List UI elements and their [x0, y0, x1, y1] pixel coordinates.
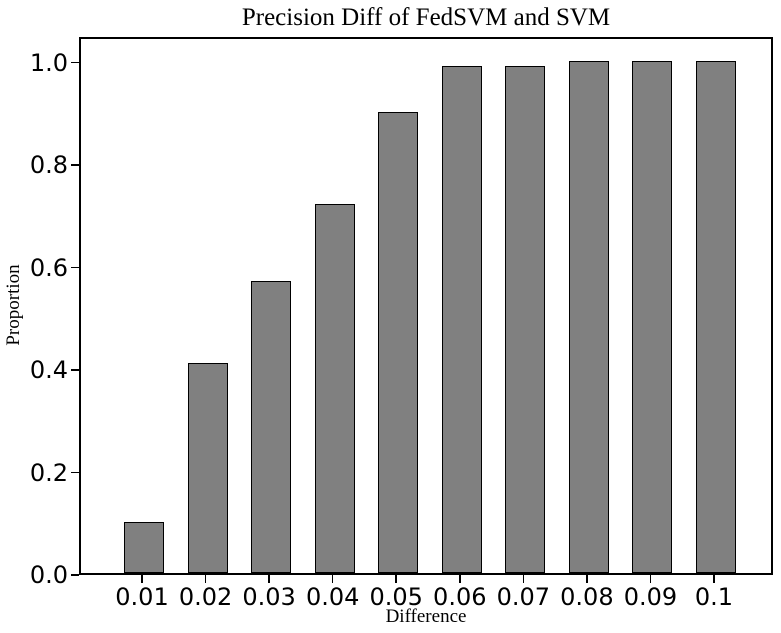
y-tick-mark — [71, 574, 79, 576]
x-tick-mark — [204, 575, 207, 583]
x-axis-label: Difference — [385, 606, 467, 627]
y-tick-mark — [71, 369, 79, 371]
bar — [568, 60, 609, 573]
y-tick-mark — [71, 266, 79, 269]
y-tick-label: 0.2 — [29, 458, 68, 487]
y-tick-mark — [71, 61, 79, 64]
bar — [187, 362, 228, 573]
x-tick-mark — [331, 575, 334, 583]
bar — [696, 60, 736, 573]
bar — [314, 204, 355, 573]
y-tick-label: 0.0 — [29, 561, 68, 589]
y-tick-label: 0.4 — [29, 356, 68, 385]
bar — [251, 280, 292, 573]
x-tick-label: 0.07 — [496, 583, 551, 611]
x-tick-mark — [649, 575, 652, 583]
bar — [505, 65, 546, 573]
x-tick-mark — [586, 575, 588, 583]
x-tick-mark — [522, 575, 525, 583]
y-tick-label: 0.6 — [29, 253, 68, 282]
bar — [632, 60, 673, 573]
x-tick-label: 0.02 — [178, 583, 233, 611]
x-tick-label: 0.09 — [623, 583, 678, 611]
y-tick-mark — [71, 164, 79, 166]
x-tick-mark — [141, 575, 143, 583]
x-tick-label: 0.1 — [694, 583, 734, 611]
x-tick-mark — [459, 575, 461, 583]
x-tick-label: 0.06 — [433, 583, 487, 611]
x-tick-mark — [713, 575, 715, 583]
y-tick-label: 1.0 — [29, 48, 68, 77]
bar — [441, 65, 482, 573]
x-tick-label: 0.08 — [560, 583, 614, 611]
x-tick-mark — [395, 575, 397, 583]
chart-title: Precision Diff of FedSVM and SVM — [241, 4, 611, 31]
y-tick-label: 0.8 — [29, 151, 68, 180]
x-tick-label: 0.03 — [242, 583, 296, 611]
bar — [378, 111, 419, 573]
x-tick-label: 0.04 — [305, 583, 360, 611]
x-tick-mark — [268, 575, 270, 583]
x-tick-label: 0.05 — [369, 583, 423, 611]
x-tick-label: 0.01 — [115, 583, 169, 611]
plot-area — [79, 37, 773, 575]
y-tick-mark — [71, 471, 79, 474]
bar — [124, 521, 164, 573]
